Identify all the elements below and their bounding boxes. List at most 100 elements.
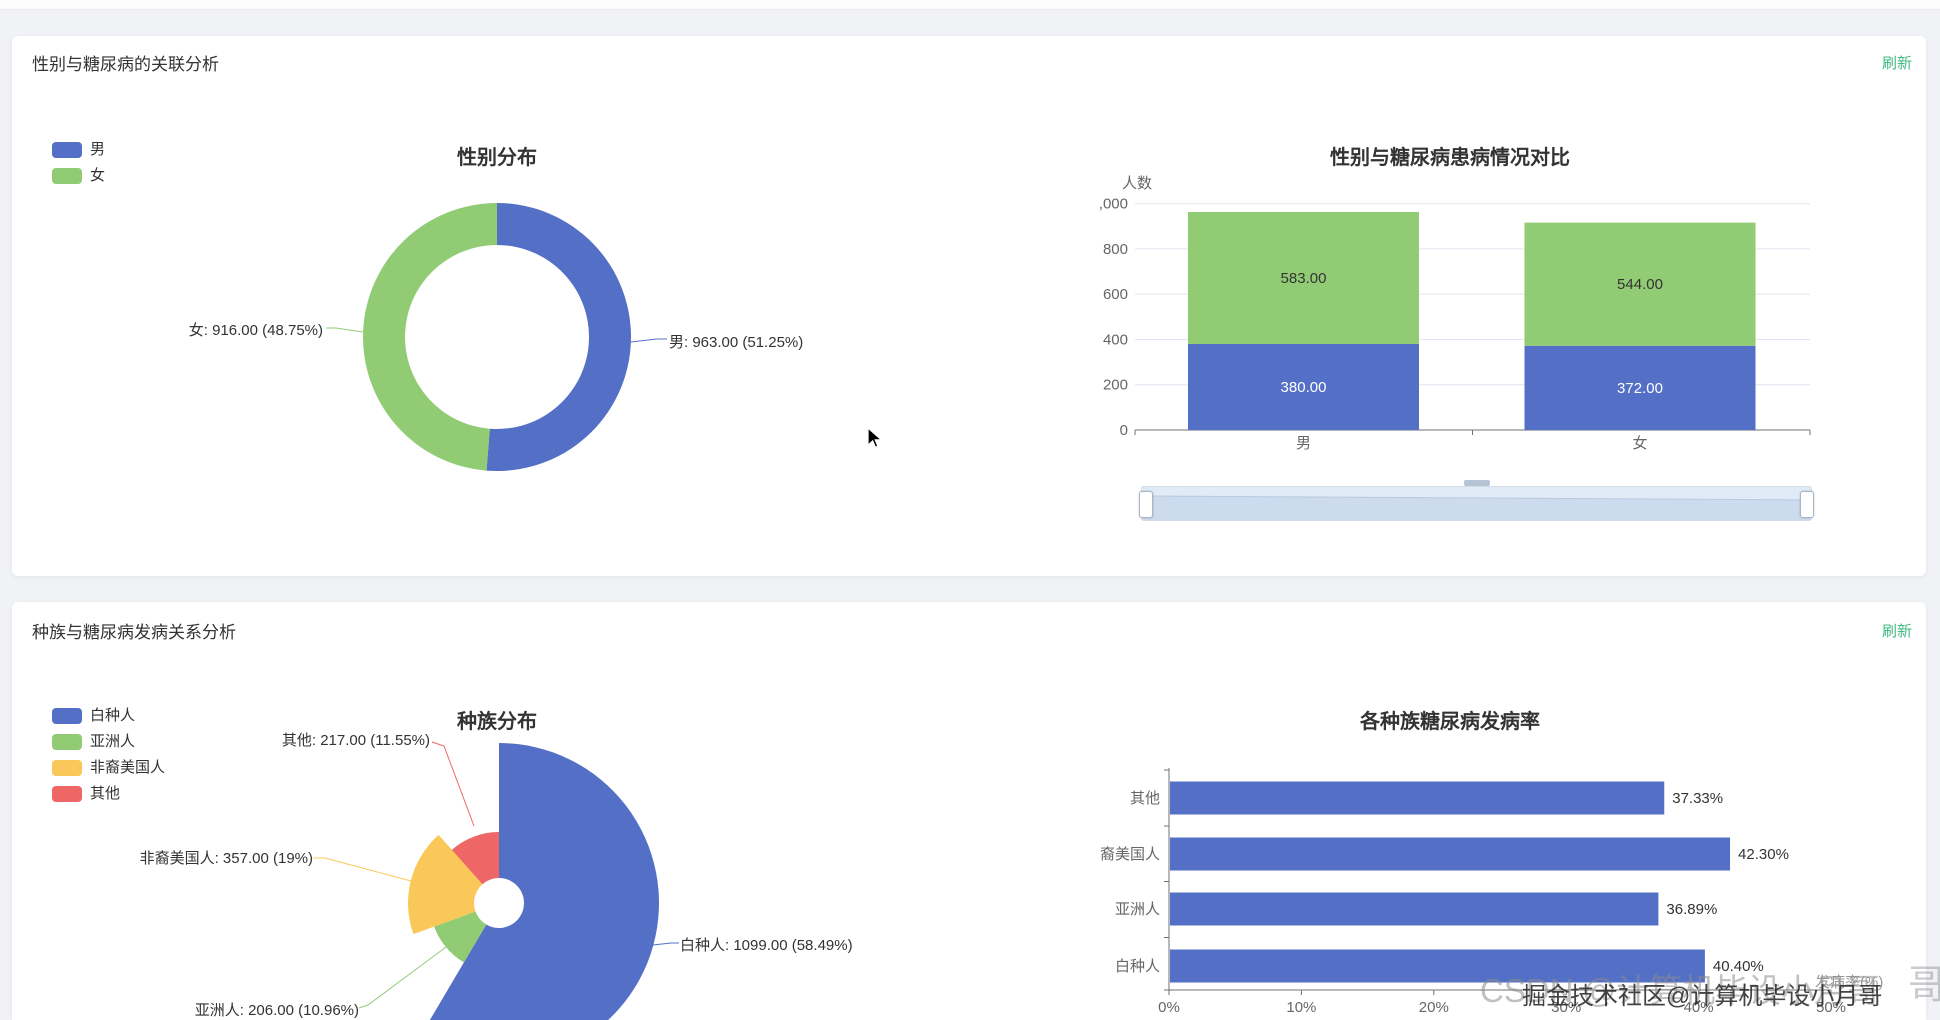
legend-item-其他[interactable]: 其他 bbox=[52, 786, 165, 802]
pie-label-line bbox=[431, 741, 475, 827]
legend-label: 其他 bbox=[90, 785, 121, 802]
chart-title-race-bar: 各种族糖尿病发病率 bbox=[1360, 711, 1540, 733]
bar-segment-男[interactable] bbox=[1188, 211, 1419, 344]
y-category-label: 非裔美国人 bbox=[1100, 846, 1160, 863]
y-tick-label: 600 bbox=[1103, 286, 1128, 303]
y-category-label: 亚洲人 bbox=[1115, 901, 1160, 918]
datazoom-selected-range[interactable] bbox=[1142, 487, 1811, 520]
hbar-其他[interactable] bbox=[1170, 781, 1665, 815]
datazoom-data-shadow bbox=[1142, 495, 1811, 520]
pie-label-asian: 亚洲人: 206.00 (10.96%) bbox=[194, 1002, 359, 1019]
x-tick-label: 10% bbox=[1286, 999, 1316, 1016]
y-tick-label: 0 bbox=[1120, 422, 1128, 439]
datazoom-left-handle[interactable] bbox=[1139, 491, 1153, 518]
pie-label-male: 男: 963.00 (51.25%) bbox=[669, 334, 804, 351]
y-category-label: 其他 bbox=[1130, 790, 1160, 807]
hbar-亚洲人[interactable] bbox=[1170, 892, 1659, 926]
pie-slice-其他[interactable] bbox=[451, 832, 499, 885]
pie-label-female: 女: 916.00 (48.75%) bbox=[188, 322, 323, 339]
y-tick-label: 1,000 bbox=[1100, 196, 1128, 213]
legend-swatch bbox=[52, 760, 82, 776]
legend-swatch bbox=[52, 142, 82, 158]
pie-label-line bbox=[326, 327, 364, 333]
datazoom-move-handle[interactable] bbox=[1463, 480, 1490, 486]
pie-label-white: 白种人: 1099.00 (58.49%) bbox=[680, 937, 853, 954]
section-title: 性别与糖尿病的关联分析 bbox=[32, 55, 219, 74]
y-axis-name: 人数 bbox=[1122, 175, 1153, 192]
x-tick-label: 40% bbox=[1684, 999, 1714, 1016]
legend-swatch bbox=[52, 708, 82, 724]
watermark-csdn: CSDN @计算机毕设小月哥 bbox=[1480, 972, 1881, 1009]
pie-label-african-american: 非裔美国人: 357.00 (19%) bbox=[139, 850, 313, 867]
gender-pie-legend: 男女 bbox=[52, 142, 105, 184]
datazoom-shadow-area bbox=[1142, 496, 1811, 520]
race-pie-canvas[interactable] bbox=[100, 720, 900, 1020]
pie-label-line bbox=[652, 942, 679, 946]
datazoom-slider[interactable] bbox=[1139, 480, 1814, 521]
gender-bar-canvas[interactable]: 0 200 400 600 800 1,000 380.00 583.00 男 372.00 544… bbox=[1100, 190, 1860, 460]
chart-title-gender-bar: 性别与糖尿病患病情况对比 bbox=[1330, 147, 1570, 169]
pie-label-other: 其他: 217.00 (11.55%) bbox=[281, 732, 430, 749]
pie-slice-白种人[interactable] bbox=[418, 743, 659, 1020]
bar-value-label: 544.00 bbox=[1617, 276, 1663, 293]
y-category-label: 白种人 bbox=[1115, 958, 1160, 975]
watermark-edge-fragment: 哥 bbox=[1908, 963, 1940, 1007]
section-title: 种族与糖尿病发病关系分析 bbox=[32, 623, 236, 642]
hbar-白种人[interactable] bbox=[1170, 949, 1705, 983]
bar-value-label: 42.30% bbox=[1738, 846, 1789, 863]
race-pie-legend: 白种人亚洲人非裔美国人其他 bbox=[52, 708, 165, 802]
datazoom-right-handle[interactable] bbox=[1800, 491, 1814, 518]
y-tick-label: 400 bbox=[1103, 331, 1128, 348]
gender-analysis-card: 性别与糖尿病的关联分析 刷新 性别分布 男女 女: 916.00 (48.75%… bbox=[12, 36, 1926, 576]
chart-title-race-pie: 种族分布 bbox=[457, 711, 537, 733]
page-top-bar bbox=[0, 0, 1940, 10]
gender-pie-canvas[interactable] bbox=[150, 180, 850, 510]
pie-label-line bbox=[313, 857, 412, 882]
race-bar-canvas[interactable]: 0% 10% 20% 30% 40% 50% 37.33% 其他 42.30% 非裔美国人 36.8… bbox=[1100, 760, 1900, 1020]
legend-item-白种人[interactable]: 白种人 bbox=[52, 708, 165, 724]
watermark-juejin: 掘金技术社区@计算机毕设小月哥 bbox=[1522, 983, 1883, 1010]
legend-label: 男 bbox=[90, 141, 106, 158]
pie-slice-亚洲人[interactable] bbox=[434, 911, 487, 963]
bar-segment-女[interactable] bbox=[1524, 222, 1756, 346]
pie-label-line bbox=[358, 946, 447, 1009]
refresh-button[interactable]: 刷新 bbox=[1881, 55, 1912, 72]
pie-slice-男[interactable] bbox=[486, 203, 632, 471]
legend-item-非裔美国人[interactable]: 非裔美国人 bbox=[52, 760, 165, 776]
legend-item-男[interactable]: 男 bbox=[52, 142, 105, 158]
y-tick-label: 200 bbox=[1103, 377, 1128, 394]
bar-value-label: 36.89% bbox=[1666, 901, 1717, 918]
bar-value-label: 40.40% bbox=[1713, 958, 1764, 975]
x-tick-label: 20% bbox=[1419, 999, 1449, 1016]
bar-value-label: 380.00 bbox=[1281, 379, 1327, 396]
legend-swatch bbox=[52, 734, 82, 750]
bar-value-label: 583.00 bbox=[1281, 270, 1327, 287]
x-tick-label: 30% bbox=[1551, 999, 1581, 1016]
chart-title-gender-pie: 性别分布 bbox=[457, 147, 537, 169]
datazoom-shadow-line bbox=[1142, 495, 1811, 501]
hbar-非裔美国人[interactable] bbox=[1170, 837, 1731, 871]
bar-segment-男[interactable] bbox=[1188, 343, 1419, 430]
x-category-label: 女 bbox=[1632, 434, 1647, 452]
cursor-arrow bbox=[867, 427, 884, 448]
pie-slice-女[interactable] bbox=[363, 203, 497, 471]
legend-label: 非裔美国人 bbox=[90, 759, 166, 776]
x-category-label: 男 bbox=[1296, 435, 1311, 452]
bar-value-label: 37.33% bbox=[1672, 790, 1723, 807]
x-tick-label: 0% bbox=[1158, 999, 1180, 1016]
pie-slice-非裔美国人[interactable] bbox=[408, 834, 483, 935]
legend-swatch bbox=[52, 168, 82, 184]
legend-label: 女 bbox=[90, 167, 106, 184]
race-analysis-card: 种族与糖尿病发病关系分析 刷新 种族分布 白种人 亚洲人 非裔美国人 其他 其他: 2… bbox=[12, 602, 1926, 1020]
x-tick-label: 50% bbox=[1816, 999, 1846, 1016]
legend-swatch bbox=[52, 786, 82, 802]
legend-item-亚洲人[interactable]: 亚洲人 bbox=[52, 734, 165, 750]
refresh-button[interactable]: 刷新 bbox=[1881, 623, 1912, 640]
pie-label-line bbox=[630, 338, 667, 343]
mouse-cursor bbox=[867, 427, 884, 448]
x-axis-name: 发病率(%) bbox=[1815, 974, 1884, 991]
legend-label: 白种人 bbox=[90, 707, 136, 724]
legend-item-女[interactable]: 女 bbox=[52, 168, 105, 184]
bar-segment-女[interactable] bbox=[1524, 345, 1756, 430]
